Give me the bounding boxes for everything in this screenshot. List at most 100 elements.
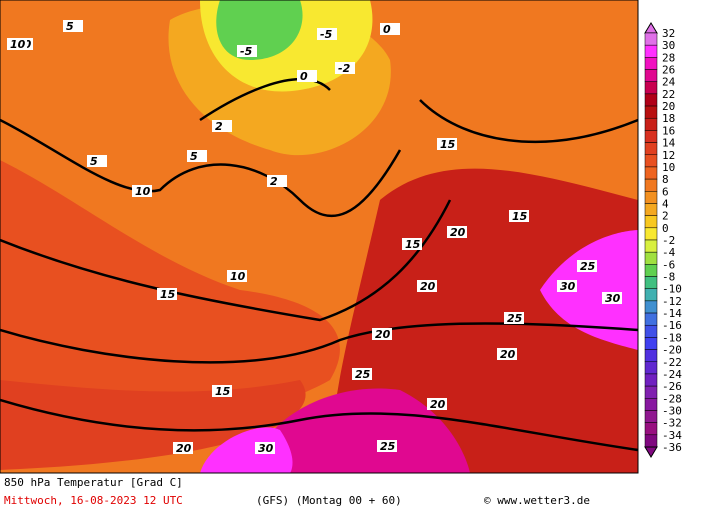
colorbar-cap <box>644 446 658 458</box>
contour <box>419 99 639 144</box>
warm-region <box>0 160 340 450</box>
contour-label: 5 <box>90 155 98 168</box>
contour-label: 30 <box>605 292 621 305</box>
colorbar-band <box>644 93 658 107</box>
colorbar-label: 16 <box>662 124 675 137</box>
contour-label: 20 <box>176 442 192 455</box>
contour-label-box <box>557 280 577 292</box>
colorbar-label: 0 <box>662 222 669 235</box>
colorbar-label: -2 <box>662 234 675 247</box>
footer-credit: © www.wetter3.de <box>484 494 590 507</box>
colorbar-label: -30 <box>662 404 682 417</box>
colorbar-band <box>644 57 658 70</box>
contour-label-box <box>447 226 467 238</box>
colorbar-band <box>644 349 658 363</box>
colorbar-band <box>644 398 658 411</box>
colorbar-band <box>644 300 658 314</box>
contour-label: 25 <box>507 312 523 325</box>
contour-label-box <box>267 175 287 187</box>
colorbar-band <box>644 276 658 289</box>
colorbar-label: -12 <box>662 295 682 308</box>
colorbar-label: 14 <box>662 137 676 150</box>
colorbar-label: 28 <box>662 51 675 64</box>
footer-title: 850 hPa Temperatur [Grad C] <box>4 476 183 489</box>
contour-label-box <box>237 45 257 57</box>
contour-label: 5 <box>190 150 198 163</box>
colorbar-label: -28 <box>662 392 682 405</box>
colorbar-band <box>644 410 658 423</box>
colorbar-label: -22 <box>662 356 682 369</box>
colorbar-label: 2 <box>662 210 669 223</box>
colorbar-label: 18 <box>662 112 675 125</box>
colorbar-label: -34 <box>662 429 682 442</box>
colorbar-band <box>644 117 658 131</box>
colorbar-label: 30 <box>662 39 675 52</box>
colorbar-band <box>644 154 658 168</box>
colorbar-band <box>644 203 658 216</box>
contour-label-box <box>157 288 177 300</box>
colorbar-band <box>644 32 658 46</box>
colorbar-band <box>644 81 658 95</box>
colorbar-band <box>644 44 658 58</box>
contour-label-box <box>372 328 392 340</box>
contour <box>0 118 402 217</box>
contour-label-box <box>255 442 275 454</box>
contour-label: 20 <box>430 398 446 411</box>
contour-label-box <box>212 120 232 132</box>
colorbar-label: 26 <box>662 64 675 77</box>
contour-label: 30 <box>258 442 274 455</box>
colorbar-label: 20 <box>662 100 675 113</box>
footer-model: (GFS) (Montag 00 + 60) <box>256 494 402 507</box>
contour-label: 10 <box>10 38 26 51</box>
contour-label: 15 <box>440 138 456 151</box>
contour-label-box <box>427 398 447 410</box>
colorbar-label: 22 <box>662 88 675 101</box>
contour-label-box <box>377 440 397 452</box>
very-hot-region <box>250 388 470 473</box>
contour-label-box <box>7 38 27 50</box>
colorbar-label: -10 <box>662 283 682 296</box>
contour-label-box <box>132 185 152 197</box>
contour-label: 20 <box>500 348 516 361</box>
contour-label: 25 <box>580 260 596 273</box>
contour-label: -5 <box>240 45 253 58</box>
colorbar-band <box>644 422 658 436</box>
colorbar-band <box>644 239 658 253</box>
contour-label-box <box>187 150 207 162</box>
colorbar-band <box>644 324 658 338</box>
contour-label: -2 <box>338 62 351 75</box>
contour-label: 2 <box>270 175 278 188</box>
very-hot-region <box>200 427 293 473</box>
contour-label-box <box>87 155 107 167</box>
contour-label: -5 <box>320 28 333 41</box>
contour-label-box <box>63 20 83 32</box>
colorbar-label: -16 <box>662 319 682 332</box>
colorbar-band <box>644 130 658 143</box>
contour-label-box <box>577 260 597 272</box>
contour-label-box <box>297 70 317 82</box>
contour-label-box <box>437 138 457 150</box>
colorbar-band <box>644 227 658 241</box>
colorbar-label: 8 <box>662 173 669 186</box>
contour-label-box <box>402 238 422 250</box>
contour-label: 15 <box>160 288 176 301</box>
colorbar-label: -36 <box>662 441 682 454</box>
colorbar-band <box>644 264 658 277</box>
colorbar-label: -18 <box>662 331 682 344</box>
colorbar-band <box>644 69 658 82</box>
colorbar-label: 12 <box>662 149 675 162</box>
colorbar-label: 10 <box>662 161 675 174</box>
contour-label: 10 <box>135 185 151 198</box>
contour-label: 30 <box>560 280 576 293</box>
contour-label: 5 <box>66 20 74 33</box>
warm-region <box>0 380 306 470</box>
colorbar-label: -24 <box>662 368 682 381</box>
colorbar-band <box>644 385 658 399</box>
contour-label-box <box>352 368 372 380</box>
contour-label: 25 <box>355 368 371 381</box>
contour-label-box <box>602 292 622 304</box>
colorbar-label: -32 <box>662 417 682 430</box>
contour-label: 0 <box>300 70 308 83</box>
colorbar-band <box>644 434 658 448</box>
